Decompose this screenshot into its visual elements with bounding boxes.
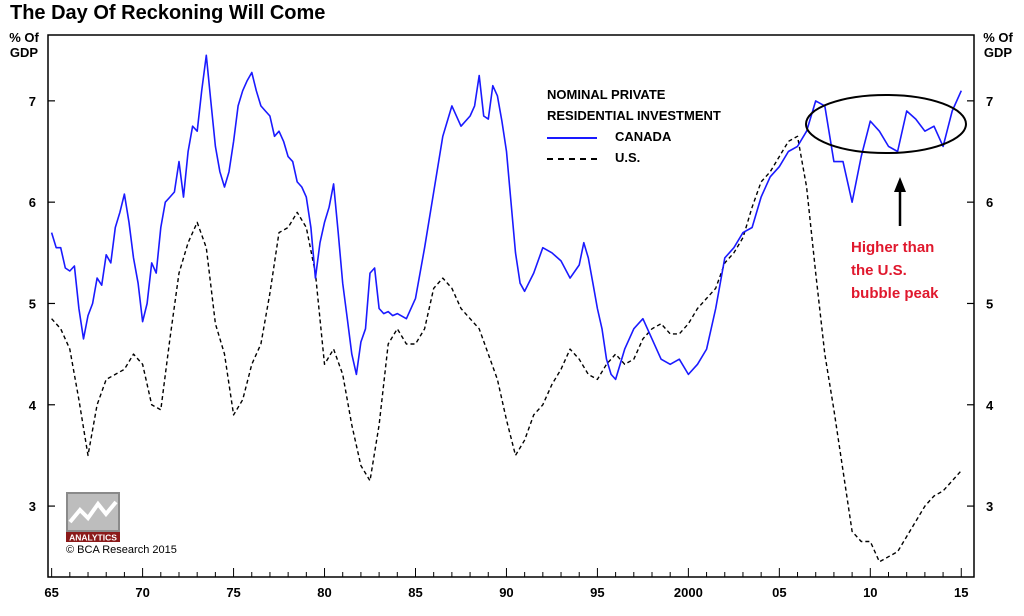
y-axis-right-label: % Of GDP	[983, 30, 1013, 60]
y-tick-label-right: 5	[986, 296, 993, 311]
x-tick-label: 05	[772, 585, 786, 600]
x-axis-ticks: 65 70 75 80 85 90 95 2000 05 10 15	[44, 568, 968, 600]
y-axis-ticks: 3 3 4 4 5 5 6 6 7 7	[29, 94, 994, 514]
annotation-line-3: bubble peak	[851, 285, 939, 302]
y-tick-label-left: 5	[29, 296, 36, 311]
x-tick-label: 65	[44, 585, 58, 600]
y-tick-label-right: 3	[986, 499, 993, 514]
legend-swatch-us	[547, 158, 597, 160]
y-tick-label-left: 3	[29, 499, 36, 514]
x-tick-label: 2000	[674, 585, 703, 600]
legend-item-us: U.S.	[547, 149, 707, 167]
x-tick-label: 75	[226, 585, 240, 600]
copyright-text: © BCA Research 2015	[66, 544, 177, 556]
plot-frame	[47, 34, 975, 578]
legend-label-us: U.S.	[615, 150, 641, 165]
x-tick-label: 95	[590, 585, 604, 600]
x-tick-label: 90	[499, 585, 513, 600]
y-tick-label-left: 4	[29, 398, 37, 413]
series-line-us	[51, 135, 962, 563]
y-tick-label-right: 4	[986, 398, 994, 413]
x-tick-label: 10	[863, 585, 877, 600]
legend-swatch-canada	[547, 137, 597, 139]
x-tick-label: 80	[317, 585, 331, 600]
highlight-layer	[805, 94, 967, 226]
annotation-line-2: the U.S.	[851, 262, 907, 279]
annotation-text: Higher than the U.S. bubble peak	[851, 236, 939, 305]
y-tick-label-right: 6	[986, 195, 993, 210]
chart-title: The Day Of Reckoning Will Come	[10, 2, 326, 24]
legend-label-canada: CANADA	[615, 129, 672, 144]
y-tick-label-right: 7	[986, 94, 993, 109]
annotation-arrow-head	[894, 177, 906, 192]
legend-title-line-1: NOMINAL PRIVATE	[547, 87, 666, 102]
y-tick-label-left: 7	[29, 94, 36, 109]
logo-text: ANALYTICS	[69, 533, 117, 543]
x-tick-label: 15	[954, 585, 968, 600]
bca-analytics-logo-icon: ANALYTICS	[66, 492, 120, 542]
x-tick-label: 85	[408, 585, 422, 600]
annotation-line-1: Higher than	[851, 239, 935, 256]
x-tick-label: 70	[135, 585, 149, 600]
series-layer	[50, 54, 963, 563]
legend-title-line-2: RESIDENTIAL INVESTMENT	[547, 108, 721, 123]
y-axis-left-label: % Of GDP	[9, 30, 39, 60]
highlight-ellipse	[805, 94, 967, 154]
y-tick-label-left: 6	[29, 195, 36, 210]
legend-item-canada: CANADA	[547, 128, 707, 146]
legend-title: NOMINAL PRIVATE RESIDENTIAL INVESTMENT	[547, 84, 721, 126]
series-line-canada	[50, 54, 963, 381]
